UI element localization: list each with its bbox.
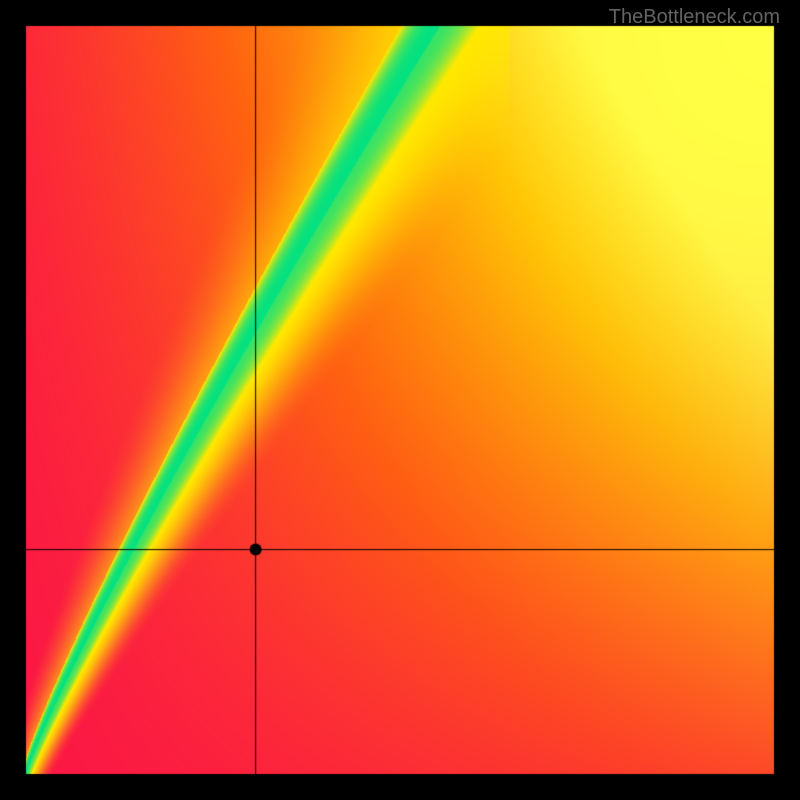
watermark-text: TheBottleneck.com — [609, 6, 780, 29]
bottleneck-heatmap — [0, 0, 800, 800]
chart-container: TheBottleneck.com — [0, 0, 800, 800]
